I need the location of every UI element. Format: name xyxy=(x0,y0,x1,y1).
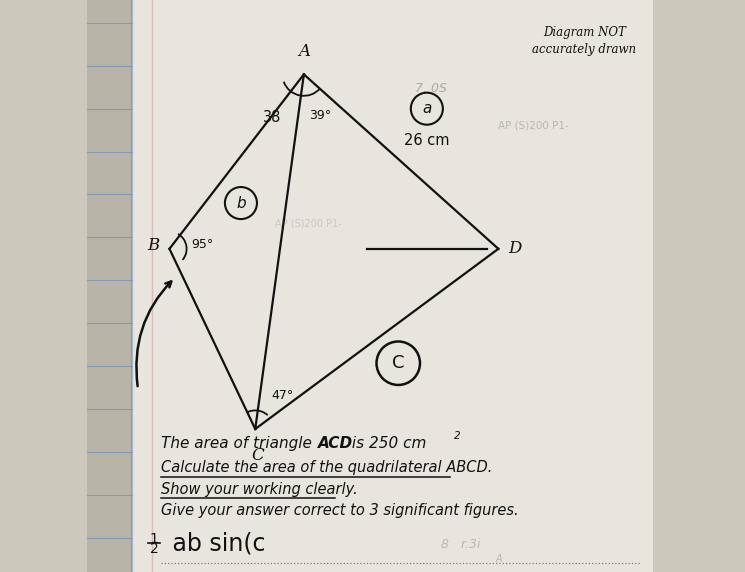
Text: 7. 0S: 7. 0S xyxy=(416,82,447,95)
Text: ab sin(c: ab sin(c xyxy=(165,532,266,556)
Text: is 250 cm: is 250 cm xyxy=(346,436,426,451)
Text: D: D xyxy=(509,240,522,257)
Text: B: B xyxy=(147,237,159,255)
Text: AP (S)200 P1-: AP (S)200 P1- xyxy=(498,121,569,131)
Text: 2: 2 xyxy=(454,431,461,442)
Text: 2: 2 xyxy=(150,542,159,556)
Text: Calculate the area of the quadrilateral ABCD.: Calculate the area of the quadrilateral … xyxy=(161,460,492,475)
Text: a: a xyxy=(422,101,431,116)
Text: C: C xyxy=(392,354,405,372)
Text: 39°: 39° xyxy=(309,109,331,122)
Text: 26 cm: 26 cm xyxy=(404,133,449,148)
Text: A: A xyxy=(298,43,310,60)
Text: 95°: 95° xyxy=(191,238,213,251)
Text: 1: 1 xyxy=(150,532,159,546)
Text: b: b xyxy=(236,196,246,210)
Text: ACD: ACD xyxy=(317,436,352,451)
Text: AP (S)200 P1-: AP (S)200 P1- xyxy=(275,218,342,228)
Text: Show your working clearly.: Show your working clearly. xyxy=(161,482,358,496)
Text: 47°: 47° xyxy=(271,390,294,402)
Text: Diagram NOT
accurately drawn: Diagram NOT accurately drawn xyxy=(532,26,636,55)
Text: A: A xyxy=(495,554,501,565)
Text: Give your answer correct to 3 significant figures.: Give your answer correct to 3 significan… xyxy=(161,503,519,518)
Text: C: C xyxy=(252,447,264,464)
Text: 8   r.3i: 8 r.3i xyxy=(441,538,481,551)
Text: 38: 38 xyxy=(263,110,282,125)
Bar xyxy=(86,0,133,572)
Text: The area of triangle: The area of triangle xyxy=(161,436,317,451)
